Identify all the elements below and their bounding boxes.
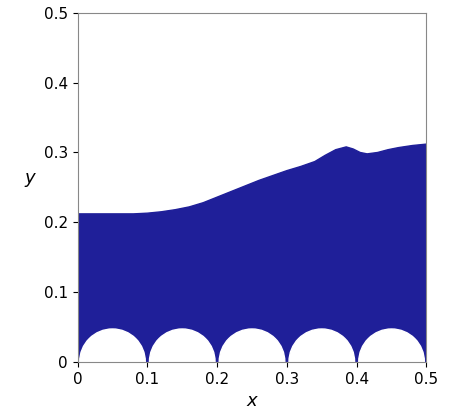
Polygon shape bbox=[78, 144, 427, 362]
Circle shape bbox=[149, 329, 215, 394]
Circle shape bbox=[359, 329, 424, 394]
Circle shape bbox=[219, 329, 285, 394]
Y-axis label: y: y bbox=[25, 169, 35, 187]
Circle shape bbox=[289, 329, 355, 394]
X-axis label: x: x bbox=[246, 392, 257, 410]
Circle shape bbox=[80, 329, 145, 394]
